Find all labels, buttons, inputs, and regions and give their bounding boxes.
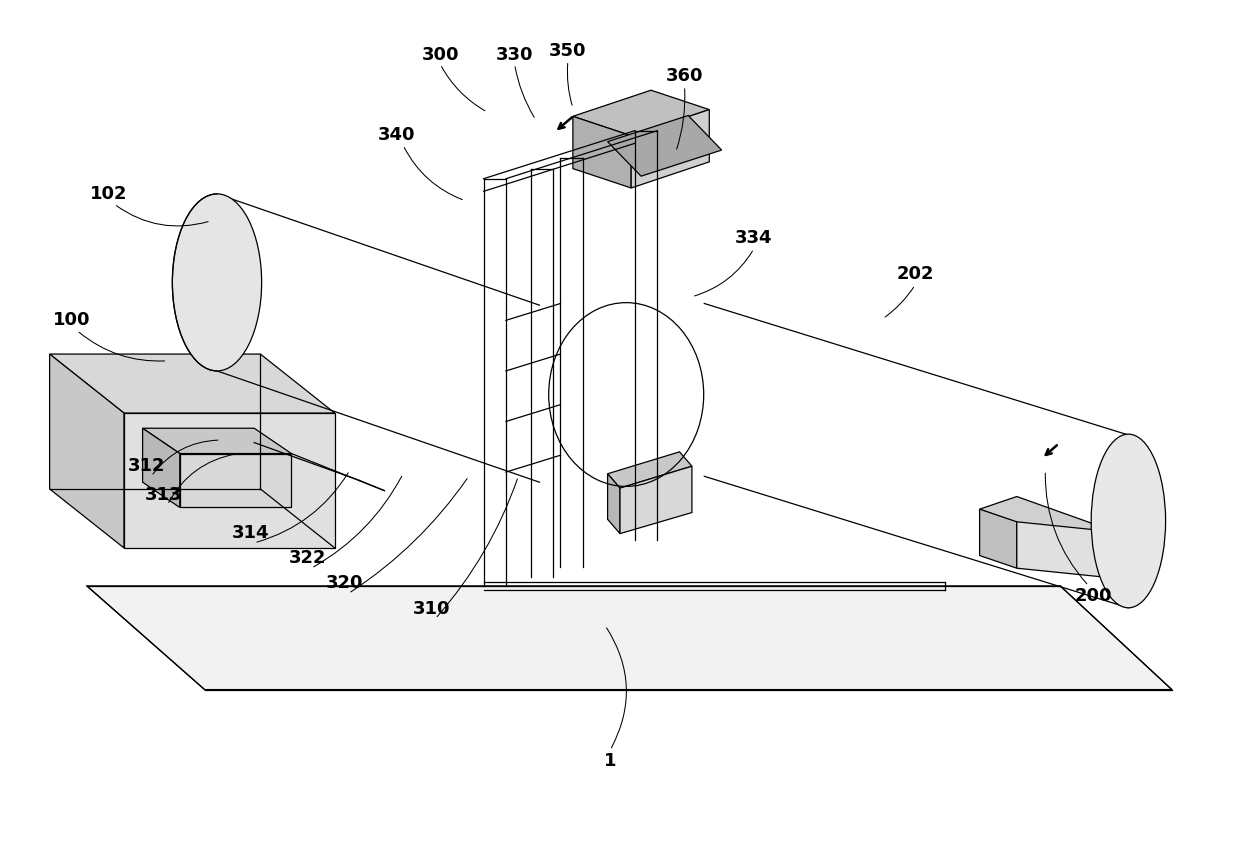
Text: 202: 202 [897,265,934,283]
Text: 300: 300 [422,46,459,64]
Polygon shape [573,116,631,188]
Polygon shape [50,354,335,413]
Text: 340: 340 [378,126,415,144]
Polygon shape [87,586,1172,690]
Polygon shape [980,497,1116,545]
Text: 102: 102 [91,185,128,203]
Polygon shape [180,454,291,507]
Polygon shape [608,115,722,176]
Polygon shape [124,413,335,548]
Polygon shape [143,428,291,454]
Text: 322: 322 [289,549,326,567]
Polygon shape [1017,522,1116,578]
Text: 334: 334 [735,228,773,247]
Polygon shape [620,466,692,534]
Text: 320: 320 [326,574,363,593]
Text: 312: 312 [128,457,165,475]
Polygon shape [608,452,692,488]
Text: 330: 330 [496,46,533,64]
Text: 310: 310 [413,599,450,618]
Polygon shape [143,428,180,507]
Text: 100: 100 [53,311,91,330]
Polygon shape [631,110,709,188]
Polygon shape [980,509,1017,568]
Polygon shape [50,354,124,548]
Text: 350: 350 [549,41,587,60]
Text: 314: 314 [232,524,269,542]
Polygon shape [608,474,620,534]
Text: 360: 360 [666,67,703,85]
Text: 200: 200 [1075,587,1112,605]
Ellipse shape [172,194,262,371]
Polygon shape [573,90,709,136]
Text: 313: 313 [145,486,182,504]
Ellipse shape [1091,434,1166,608]
Text: 1: 1 [604,752,616,771]
